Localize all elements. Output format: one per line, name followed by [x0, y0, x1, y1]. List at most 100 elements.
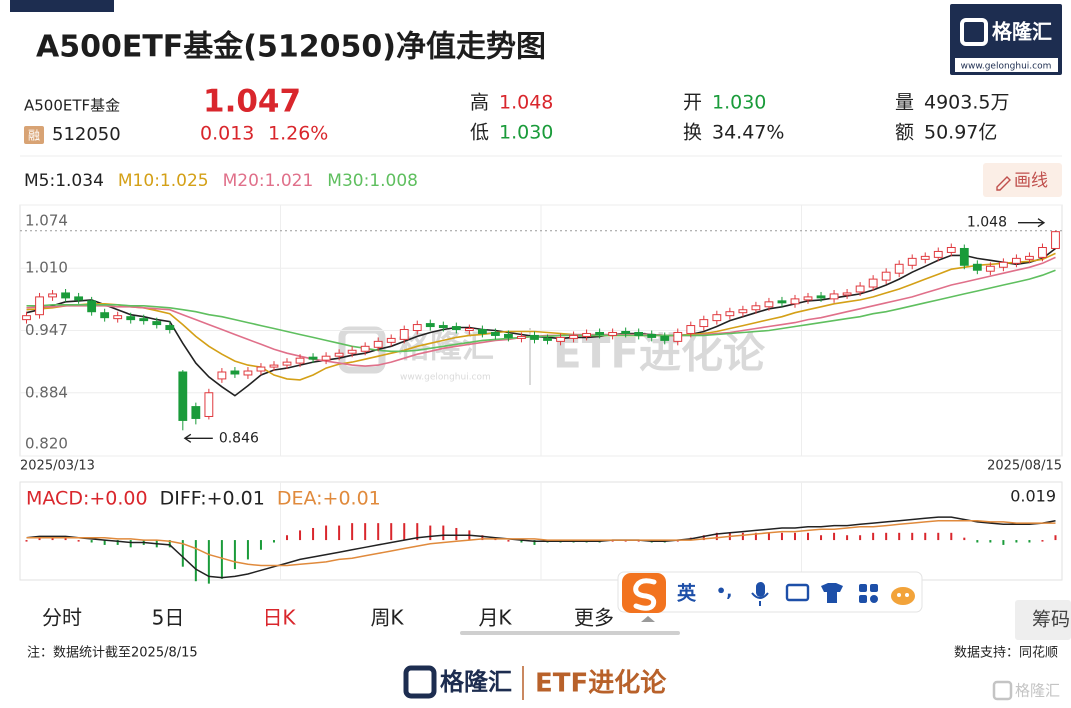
candle-body: [491, 331, 500, 336]
ime-apps[interactable]: [859, 584, 867, 592]
low-label: 0.846: [219, 430, 259, 446]
macd-bar: [220, 540, 223, 579]
candle-body: [868, 278, 878, 288]
ime-mic-stand: [751, 592, 769, 606]
footer-note: 注：数据统计截至2025/8/15: [27, 646, 198, 661]
candle-body: [347, 349, 357, 354]
macd-bar: [911, 532, 914, 541]
ime-keyboard[interactable]: [785, 583, 810, 602]
ime-apps: [870, 595, 878, 603]
draw-button[interactable]: 画线: [1014, 171, 1048, 191]
logo-icon: [960, 18, 988, 46]
ime-skin[interactable]: [821, 583, 843, 603]
macd-bar: [116, 540, 119, 545]
page-title: A500ETF基金(512050)净值走势图: [36, 30, 546, 65]
logo-url-band: [955, 58, 1058, 72]
side-button-bg[interactable]: [1015, 600, 1071, 640]
candle-body: [113, 315, 123, 320]
macd-bar: [533, 540, 536, 545]
candle-body: [751, 305, 761, 311]
legend-item: DEA:+0.01: [277, 488, 381, 510]
candle-body: [543, 337, 552, 341]
candle-body: [764, 301, 774, 308]
tab[interactable]: 月K: [478, 606, 512, 630]
ime-lang[interactable]: 英: [677, 582, 697, 605]
candle-body: [360, 345, 370, 352]
macd-bar: [90, 540, 93, 543]
candle-body: [647, 333, 657, 338]
candle-body: [712, 314, 722, 322]
macd-bar: [1054, 535, 1057, 541]
candle-body: [22, 315, 31, 321]
corner-icon: [992, 680, 1013, 701]
fund-name: A500ETF基金: [24, 97, 120, 115]
candle-body: [725, 311, 735, 317]
candle-body: [126, 316, 136, 321]
y-tick-label: 1.010: [25, 259, 68, 277]
side-button[interactable]: 筹码: [1032, 609, 1070, 631]
candle-body: [959, 247, 969, 266]
footer-brand-name: ETF进化论: [535, 669, 667, 699]
legend-item: M20:1.021: [223, 171, 314, 191]
legend-item: DIFF:+0.01: [160, 488, 265, 510]
tab[interactable]: 分时: [42, 606, 82, 630]
macd-bar: [77, 540, 80, 542]
tab[interactable]: 日K: [262, 606, 296, 630]
candle-body: [178, 371, 188, 421]
macd-max-label: 0.019: [1010, 487, 1056, 506]
candle-body: [556, 336, 565, 342]
candle-body: [48, 293, 57, 298]
brand-icon: [403, 665, 437, 699]
macd-bar: [103, 540, 106, 545]
candle-body: [386, 337, 396, 343]
ime-mic[interactable]: [756, 582, 765, 597]
macd-bar: [859, 535, 862, 541]
macd-bar: [272, 540, 275, 543]
candle-body: [686, 325, 696, 334]
legend-item: M10:1.025: [118, 171, 209, 191]
quote-value: 34.47%: [712, 122, 784, 144]
macd-bar: [807, 532, 810, 541]
macd-bar: [299, 530, 302, 541]
macd-bar: [246, 540, 249, 560]
candle-body: [373, 340, 383, 348]
macd-bar: [194, 540, 197, 582]
tab[interactable]: 5日: [152, 606, 185, 630]
macd-bar: [780, 532, 783, 541]
candle-body: [920, 255, 930, 260]
ime-logo-s: [633, 578, 657, 611]
price: 1.047: [203, 84, 301, 120]
candle-body: [582, 332, 591, 337]
tab[interactable]: 更多: [574, 606, 614, 630]
quote-label: 低: [470, 122, 489, 144]
tab[interactable]: 周K: [370, 606, 404, 630]
logo-url: www.gelonghui.com: [961, 62, 1052, 72]
macd-bar: [846, 535, 849, 541]
draw-button-bg[interactable]: [983, 163, 1062, 197]
macd-bar: [976, 540, 979, 543]
ma-line: [26, 252, 1056, 381]
macd-bar: [1028, 540, 1031, 543]
footer-source: 数据支持：同花顺: [954, 645, 1058, 661]
macd-bar: [403, 523, 406, 541]
candle-body: [569, 334, 578, 339]
footer-corner: 格隆汇: [1015, 682, 1060, 700]
ime-mascot[interactable]: [891, 587, 915, 605]
macd-bar: [259, 540, 262, 550]
high-label: 1.048: [967, 215, 1007, 231]
macd-line: [26, 516, 1056, 579]
ime-punct[interactable]: •,: [716, 582, 732, 601]
macd-bar: [898, 532, 901, 541]
candle-body: [660, 335, 670, 341]
macd-bar: [416, 523, 419, 541]
candle-body: [230, 370, 240, 375]
candle-body: [777, 300, 787, 304]
candle-body: [295, 357, 305, 364]
candle-body: [634, 331, 644, 336]
macd-bar: [25, 540, 28, 542]
candle-body: [412, 324, 422, 331]
candle-body: [61, 292, 70, 299]
macd-bar: [989, 540, 992, 543]
